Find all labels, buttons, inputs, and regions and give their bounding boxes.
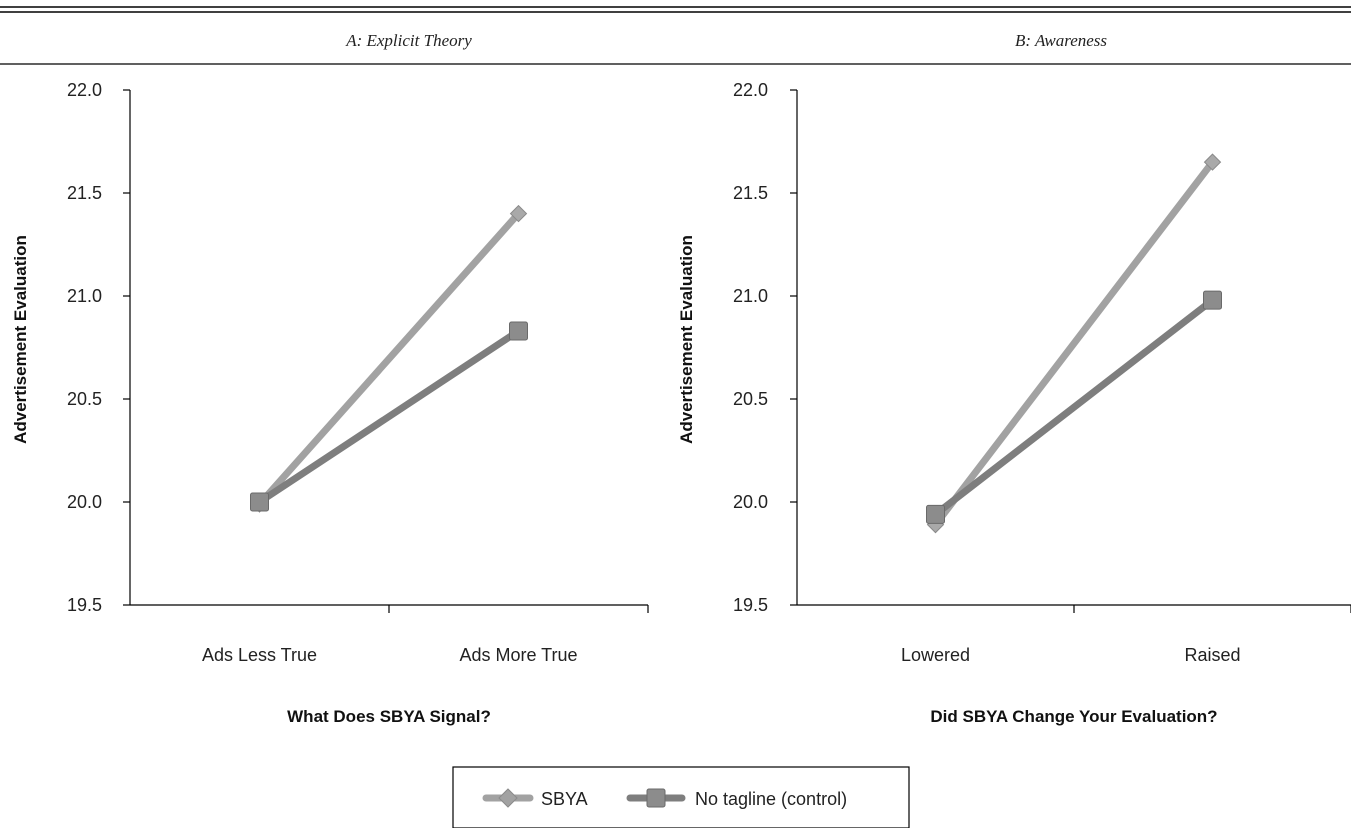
- panel-b-series-control-line: [932, 296, 1216, 518]
- panel-b-y-tick-label: 19.5: [733, 595, 768, 615]
- panel-b-y-tick-label: 22.0: [733, 80, 768, 100]
- panel-b-y-tick-label: 21.5: [733, 183, 768, 203]
- legend-swatch-sbya: [482, 788, 534, 808]
- panel-b-y-tick-label: 20.5: [733, 389, 768, 409]
- panel-a-y-tick-label: 20.5: [67, 389, 102, 409]
- panel-b-control-point: [926, 504, 945, 524]
- panel-a-control-point: [509, 321, 528, 341]
- panel-b-chart: 22.0 21.5 21.0 20.5 20.0 19.5 Lowered Raised Adv…: [677, 80, 1351, 726]
- legend-swatch-control: [626, 788, 686, 808]
- panel-a-chart: 22.0 21.5 21.0 20.5 20.0 19.5 Ads Less True Ads…: [11, 80, 649, 726]
- panel-b-x-axis-title: Did SBYA Change Your Evaluation?: [930, 707, 1217, 726]
- legend-label-control: No tagline (control): [695, 789, 847, 809]
- panel-b-sbya-point: [1203, 153, 1222, 171]
- panel-a-control-point: [250, 492, 269, 512]
- panel-b-title: B: Awareness: [1015, 31, 1107, 50]
- panel-b-x-tick-label: Lowered: [901, 645, 970, 665]
- panel-a-y-tick-label: 22.0: [67, 80, 102, 100]
- panel-a-x-tick-label: Ads Less True: [202, 645, 317, 665]
- panel-a-y-tick-label: 21.5: [67, 183, 102, 203]
- legend: SBYA No tagline (control): [452, 766, 910, 828]
- panel-a-sbya-point: [509, 204, 528, 223]
- panel-a-y-tick-label: 21.0: [67, 286, 102, 306]
- panel-a-y-tick-label: 19.5: [67, 595, 102, 615]
- panel-a-x-tick-label: Ads More True: [459, 645, 577, 665]
- panel-b-y-tick-label: 20.0: [733, 492, 768, 512]
- panel-b-x-tick-label: Raised: [1184, 645, 1240, 665]
- panel-a-title: A: Explicit Theory: [345, 31, 472, 50]
- panel-a-series-sbya-line: [256, 210, 522, 508]
- panel-b-series-sbya-line: [932, 158, 1216, 529]
- panel-a-series-control-line: [256, 327, 522, 506]
- panel-a-y-axis-title: Advertisement Evaluation: [11, 235, 30, 444]
- panel-a-y-tick-label: 20.0: [67, 492, 102, 512]
- panel-b-y-tick-label: 21.0: [733, 286, 768, 306]
- panel-a-x-axis-title: What Does SBYA Signal?: [287, 707, 491, 726]
- legend-label-sbya: SBYA: [541, 789, 588, 809]
- panel-b-control-point: [1203, 290, 1222, 310]
- panel-b-y-axis-title: Advertisement Evaluation: [677, 235, 696, 444]
